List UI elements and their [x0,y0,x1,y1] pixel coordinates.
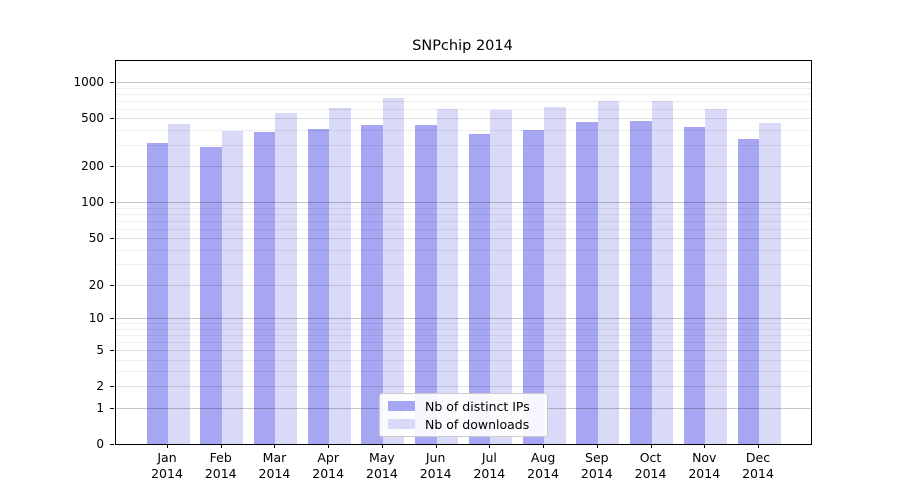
bar-mar-downloads [275,112,297,444]
y-grid-line-700 [116,100,811,102]
bar-feb-downloads [221,131,244,444]
x-tick-label-aug: Aug 2014 [527,450,559,481]
chart-title: SNPchip 2014 [412,38,513,54]
x-tick-jun [435,444,437,448]
legend-item-downloads: Nb of downloads [388,417,539,432]
x-tick-label-feb: Feb 2014 [204,450,237,481]
legend-label-downloads: Nb of downloads [425,416,530,432]
x-tick-nov [704,444,706,448]
bar-sep-downloads [597,101,620,444]
x-tick-label-mar: Mar 2014 [258,450,291,481]
y-grid-line-900 [116,87,811,89]
x-tick-label-sep: Sep 2014 [580,450,613,481]
bar-nov-distinct-ips [683,127,706,444]
y-tick-0 [110,444,114,445]
x-tick-label-jan: Jan 2014 [151,450,183,481]
x-tick-sep [596,444,598,448]
y-tick-label-1000: 1000 [73,75,104,90]
x-tick-apr [328,444,330,448]
x-tick-aug [543,444,545,448]
y-tick-500 [110,118,114,120]
x-tick-label-oct: Oct 2014 [634,450,667,481]
bar-oct-distinct-ips [630,121,652,444]
bar-nov-downloads [705,108,727,444]
y-grid-line-1000 [116,82,811,84]
y-tick-100 [110,202,114,204]
bar-mar-distinct-ips [253,132,276,444]
legend: Nb of distinct IPs Nb of downloads [379,393,548,437]
x-tick-label-may: May 2014 [366,450,398,481]
bar-jan-distinct-ips [146,143,168,444]
y-tick-50 [110,238,114,240]
y-tick-5 [110,350,114,352]
bar-jul-downloads [490,110,512,444]
y-tick-label-1: 1 [96,400,104,415]
y-tick-1 [110,407,114,409]
y-tick-label-500: 500 [81,111,104,126]
y-tick-label-100: 100 [81,195,104,210]
x-tick-dec [758,444,759,448]
bar-apr-distinct-ips [307,128,330,444]
x-tick-jul [489,444,491,448]
x-tick-label-jun: Jun 2014 [419,450,452,481]
y-tick-1000 [110,82,114,84]
bar-apr-downloads [329,108,351,444]
x-tick-label-nov: Nov 2014 [688,450,721,481]
legend-swatch-downloads [388,419,415,429]
bar-aug-downloads [544,107,566,444]
x-tick-label-apr: Apr 2014 [312,450,345,481]
bar-jul-distinct-ips [468,133,491,444]
y-tick-label-20: 20 [88,277,104,292]
legend-label-distinct-ips: Nb of distinct IPs [425,398,530,414]
bar-jun-distinct-ips [415,124,437,444]
legend-swatch-distinct-ips [388,401,415,411]
bar-jun-downloads [436,108,459,444]
bar-sep-distinct-ips [576,122,598,444]
y-tick-label-50: 50 [88,231,104,246]
legend-item-distinct-ips: Nb of distinct IPs [388,399,539,414]
x-tick-label-jul: Jul 2014 [473,450,506,481]
x-tick-label-dec: Dec 2014 [742,450,774,481]
y-tick-10 [110,318,114,320]
y-tick-200 [110,166,114,168]
bar-aug-distinct-ips [522,130,545,444]
x-tick-mar [274,444,276,448]
y-tick-label-200: 200 [81,159,104,174]
bar-oct-downloads [651,100,674,444]
y-tick-2 [110,386,114,388]
x-tick-oct [650,444,652,448]
plot-area: Nb of distinct IPs Nb of downloads [115,60,812,445]
bar-may-downloads [382,98,405,444]
bar-dec-downloads [759,123,781,444]
y-tick-label-0: 0 [96,437,104,451]
bar-feb-distinct-ips [200,146,222,444]
x-tick-feb [220,444,222,448]
y-tick-label-2: 2 [96,379,104,394]
bar-dec-distinct-ips [737,139,759,444]
x-tick-may [381,444,383,448]
bar-jan-downloads [168,124,190,444]
y-grid-line-800 [116,93,811,95]
y-tick-label-5: 5 [96,343,104,358]
x-tick-jan [167,444,168,448]
y-tick-20 [110,284,114,286]
y-tick-label-10: 10 [88,311,104,326]
bar-may-distinct-ips [361,125,383,444]
